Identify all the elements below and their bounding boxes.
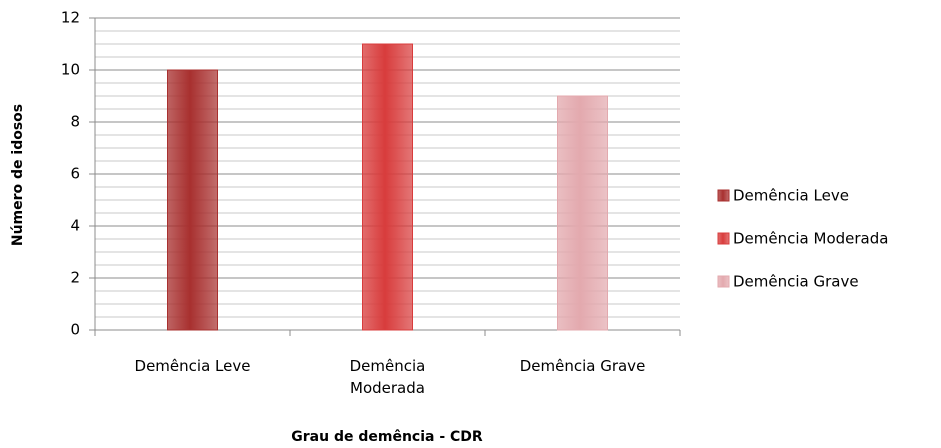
y-tick-label: 4 bbox=[70, 217, 80, 235]
x-tick-label: Demência Grave bbox=[519, 357, 646, 375]
bar bbox=[167, 69, 218, 331]
y-tick-label: 10 bbox=[61, 61, 80, 79]
y-tick-label: 8 bbox=[70, 113, 80, 131]
x-axis-title: Grau de demência - CDR bbox=[291, 429, 483, 445]
y-tick-label: 12 bbox=[61, 9, 80, 27]
bar bbox=[362, 43, 413, 331]
y-axis-title: Número de idosos bbox=[10, 104, 26, 246]
y-tick-label: 6 bbox=[70, 165, 80, 183]
legend-label: Demência Grave bbox=[733, 273, 859, 291]
legend-label: Demência Leve bbox=[733, 187, 849, 205]
bar bbox=[557, 95, 608, 331]
x-tick-label: Demência Moderada bbox=[349, 357, 426, 397]
legend-label: Demência Moderada bbox=[733, 230, 888, 248]
y-tick-label: 0 bbox=[70, 321, 80, 339]
y-tick-label: 2 bbox=[70, 269, 80, 287]
legend-swatch bbox=[717, 275, 730, 288]
legend-swatch bbox=[717, 189, 730, 202]
legend-swatch bbox=[717, 232, 730, 245]
x-tick-label: Demência Leve bbox=[134, 357, 251, 375]
